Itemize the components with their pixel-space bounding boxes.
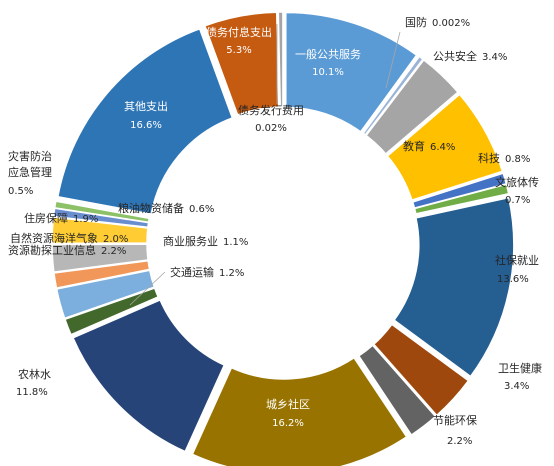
slice-name-15: 住房保障 (24, 211, 68, 225)
slice-value-4: 0.8% (505, 154, 530, 165)
donut-slice-2 (365, 58, 459, 155)
slice-value-18: 16.6% (130, 120, 162, 131)
donut-slice-12 (55, 269, 156, 320)
slice-value-5: 0.7% (505, 195, 530, 206)
slice-value-10: 11.8% (16, 387, 48, 398)
donut-slice-10 (71, 298, 226, 453)
slice-value-1: 0.002% (432, 18, 470, 29)
slice-name-18: 其他支出 (124, 99, 168, 113)
slice-value-19: 5.3% (226, 45, 251, 56)
slice-name-6: 社保就业 (495, 253, 539, 267)
slice-name-2: 公共安全 (433, 49, 477, 63)
slice-name-17-line-0: 灾害防治 (8, 149, 52, 163)
slice-name-11: 交通运输 (170, 265, 214, 279)
slice-name-12: 资源勘探工业信息 (8, 243, 96, 257)
slice-name-4: 科技 (478, 151, 500, 165)
labels-layer: 一般公共服务 10.1% 国防 0.002% 公共安全 3.4% 教育 6.4% 科技 0.8% 文… (8, 15, 542, 447)
slice-name-14: 自然资源海洋气象 (10, 231, 98, 245)
slice-name-17-line-1: 应急管理 (8, 165, 52, 179)
leader-line-1 (385, 31, 401, 89)
donut-slice-5 (413, 183, 510, 215)
slice-value-17: 0.5% (8, 186, 33, 197)
slice-label-4: 科技 0.8% (478, 151, 530, 165)
donut-slice-1 (362, 55, 424, 136)
slice-name-10: 农林水 (18, 367, 51, 381)
donut-slice-9 (191, 356, 408, 466)
slice-value-8: 2.2% (447, 436, 472, 447)
slice-label-15: 住房保障 1.9% (24, 211, 98, 225)
slice-name-9: 城乡社区 (266, 397, 310, 411)
slice-value-20: 0.02% (255, 123, 287, 134)
donut-slice-11 (64, 287, 160, 336)
leader-lines-layer (129, 24, 401, 306)
slice-name-20: 债务发行费用 (238, 103, 304, 117)
donut-slice-3 (386, 93, 504, 202)
slice-label-13: 商业服务业 1.1% (163, 234, 248, 248)
donut-slice-8 (357, 344, 437, 437)
donut-slice-6 (393, 196, 515, 378)
donut-slice-17 (53, 200, 151, 224)
donut-slice-19 (203, 11, 280, 116)
slice-value-11: 1.2% (219, 268, 244, 279)
slice-name-1: 国防 (405, 15, 427, 29)
slice-name-16: 粮油物资储备 (118, 201, 184, 215)
donut-slice-7 (372, 323, 470, 417)
slice-value-9: 16.2% (272, 418, 304, 429)
slice-label-16: 粮油物资储备 0.6% (118, 201, 214, 215)
slices-layer (51, 11, 515, 466)
slice-name-0: 一般公共服务 (295, 48, 361, 61)
slice-name-13: 商业服务业 (163, 234, 218, 248)
donut-slice-14 (51, 243, 149, 273)
slice-value-2: 3.4% (482, 52, 507, 63)
slice-value-0: 10.1% (312, 67, 344, 78)
slice-label-3: 教育 6.4% (403, 139, 455, 153)
slice-name-8: 节能环保 (433, 413, 477, 427)
slice-name-19: 债务付息支出 (206, 25, 272, 39)
donut-slice-18 (56, 27, 234, 215)
slice-label-1: 国防 0.002% (405, 15, 470, 29)
donut-slice-0 (285, 11, 418, 133)
slice-value-6: 13.6% (497, 274, 529, 285)
slice-value-15: 1.9% (73, 214, 98, 225)
slice-label-11: 交通运输 1.2% (170, 265, 244, 279)
slice-value-12: 2.2% (101, 246, 126, 257)
slice-label-14: 自然资源海洋气象 2.0% (10, 231, 128, 245)
donut-slice-13 (53, 259, 151, 289)
donut-slice-20 (277, 11, 284, 108)
slice-label-12: 资源勘探工业信息 2.2% (8, 243, 126, 257)
leader-line-11 (129, 271, 166, 306)
slice-value-7: 3.4% (504, 381, 529, 392)
slice-name-7: 卫生健康 (498, 361, 542, 375)
slice-name-3: 教育 (403, 139, 425, 153)
slice-value-16: 0.6% (189, 204, 214, 215)
slice-name-5: 文旅体传 (495, 175, 539, 189)
slice-label-2: 公共安全 3.4% (433, 49, 507, 63)
slice-value-14: 2.0% (103, 234, 128, 245)
slice-value-3: 6.4% (430, 142, 455, 153)
slice-value-13: 1.1% (223, 237, 248, 248)
